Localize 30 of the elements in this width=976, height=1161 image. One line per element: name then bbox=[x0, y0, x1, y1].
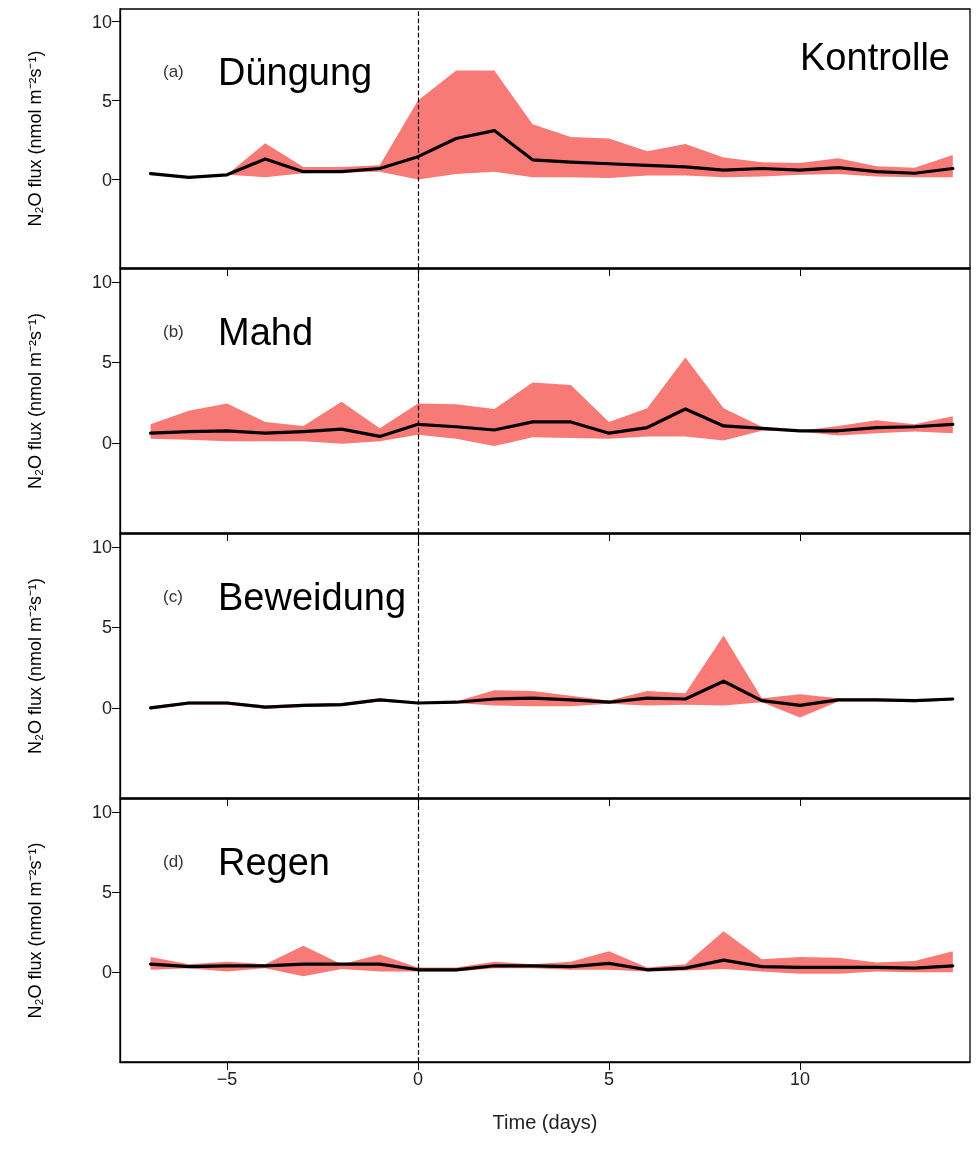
x-axis-title: Time (days) bbox=[492, 1111, 598, 1133]
y-tick-label: 10 bbox=[91, 11, 112, 32]
y-tick-label: 0 bbox=[101, 169, 112, 190]
y-tick-label: 5 bbox=[101, 882, 112, 903]
y-tick-label: 0 bbox=[101, 962, 112, 983]
y-tick-label: 5 bbox=[101, 90, 112, 111]
annotation: (b) bbox=[163, 322, 184, 341]
x-tick-label: 10 bbox=[789, 1069, 811, 1089]
annotation: Kontrolle bbox=[800, 36, 951, 78]
y-axis-title: N₂O flux (nmol m⁻²s⁻¹) bbox=[25, 50, 45, 227]
y-axis-title: N₂O flux (nmol m⁻²s⁻¹) bbox=[25, 313, 45, 489]
annotation: (a) bbox=[163, 62, 184, 81]
x-tick-label: 0 bbox=[412, 1069, 423, 1089]
y-tick-label: 5 bbox=[101, 617, 112, 638]
text: Mahd bbox=[218, 311, 314, 353]
y-tick-label: 10 bbox=[91, 271, 112, 292]
text: Regen bbox=[218, 841, 330, 883]
text: Düngung bbox=[218, 51, 373, 93]
y-axis-title: N₂O flux (nmol m⁻²s⁻¹) bbox=[25, 578, 45, 754]
y-tick-label: 10 bbox=[91, 536, 112, 557]
y-tick-label: 0 bbox=[101, 697, 112, 718]
x-tick-label: 5 bbox=[603, 1069, 614, 1089]
text: Beweidung bbox=[218, 576, 407, 618]
y-tick-label: 10 bbox=[91, 801, 112, 822]
y-tick-label: 0 bbox=[101, 432, 112, 453]
annotation: (d) bbox=[163, 852, 184, 871]
annotation: (c) bbox=[163, 587, 183, 606]
y-tick-label: 5 bbox=[101, 352, 112, 373]
x-tick-label: −5 bbox=[216, 1069, 238, 1089]
y-axis-title: N₂O flux (nmol m⁻²s⁻¹) bbox=[25, 842, 45, 1019]
